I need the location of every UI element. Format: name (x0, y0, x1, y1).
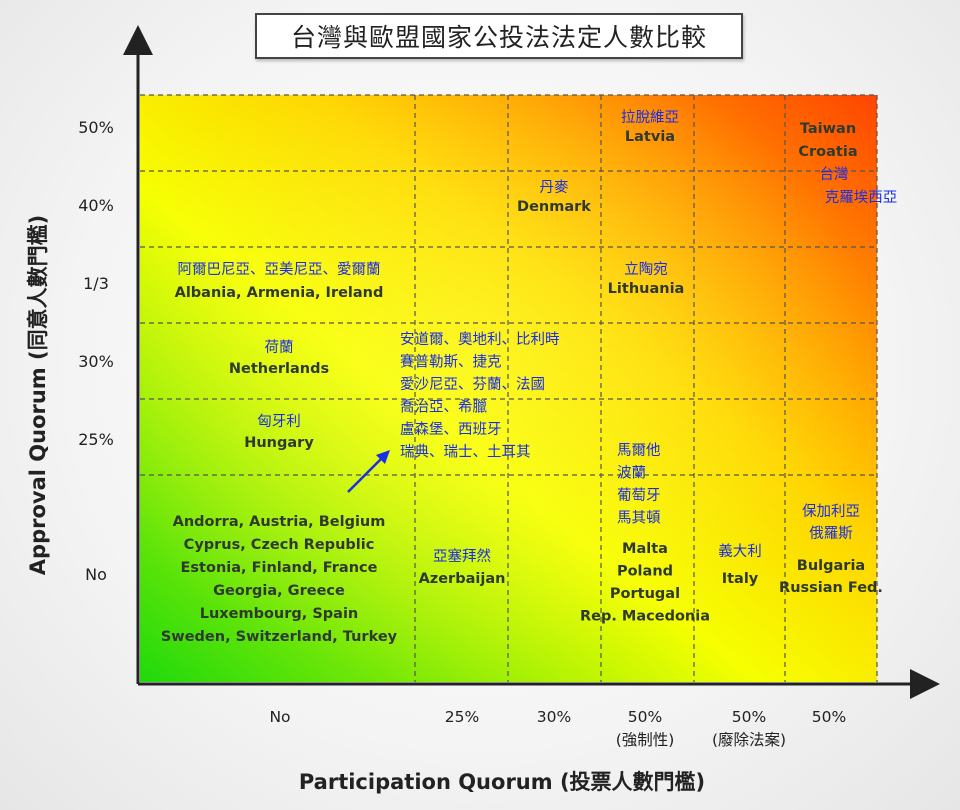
country-label: Hungary (244, 435, 314, 451)
x-tick-label: 50% (628, 708, 662, 726)
x-tick-sublabel: (強制性) (616, 731, 675, 749)
x-tick-label: 50% (812, 708, 846, 726)
group-pointer-arrow-head (376, 450, 390, 464)
x-tick-sublabel: (廢除法案) (712, 730, 786, 749)
country-label: 瑞典、瑞士、土耳其 (400, 444, 531, 461)
x-tick-label: 30% (537, 708, 571, 726)
country-label: Italy (722, 571, 759, 587)
x-axis-title: Participation Quorum (投票人數門檻) (299, 770, 705, 794)
country-label: 盧森堡、西班牙 (400, 421, 502, 438)
country-label: Cyprus, Czech Republic (184, 537, 375, 553)
x-tick-labels: No 25% 30% 50% (強制性) 50% (廢除法案) 50% (269, 708, 846, 749)
country-label: 俄羅斯 (809, 525, 853, 542)
country-label: Albania, Armenia, Ireland (175, 285, 384, 301)
country-label: Andorra, Austria, Belgium (173, 514, 386, 530)
country-label: 波蘭 (617, 465, 646, 482)
country-label: 台灣 (820, 166, 849, 183)
x-tick-label: 25% (445, 708, 479, 726)
chart-title: 台灣與歐盟國家公投法法定人數比較 (290, 23, 707, 52)
country-label: Latvia (625, 129, 675, 145)
country-label: 丹麥 (540, 179, 569, 196)
y-axis-title: Approval Quorum (同意人數門檻) (26, 215, 50, 575)
country-label: Malta (622, 541, 668, 557)
y-tick-label: 1/3 (83, 274, 109, 293)
country-label: Denmark (517, 199, 591, 215)
country-label: 亞塞拜然 (433, 547, 491, 565)
country-label: 馬其頓 (617, 510, 661, 527)
country-label: 愛沙尼亞、芬蘭、法國 (400, 376, 545, 393)
y-tick-label: No (85, 565, 107, 584)
country-label: 阿爾巴尼亞、亞美尼亞、愛爾蘭 (178, 261, 381, 278)
country-label: 拉脫維亞 (621, 109, 679, 126)
country-label: 喬治亞、希臘 (400, 399, 487, 416)
y-tick-label: 30% (78, 352, 114, 371)
country-label: 葡萄牙 (617, 487, 661, 504)
country-label: Estonia, Finland, France (181, 560, 378, 576)
country-label: Portugal (610, 586, 680, 602)
country-label: Azerbaijan (419, 571, 506, 587)
y-tick-label: 50% (78, 118, 114, 137)
x-tick-label: 50% (732, 708, 766, 726)
country-label: Lithuania (608, 281, 685, 297)
country-label: 賽普勒斯、捷克 (400, 354, 502, 371)
y-tick-labels: 50% 40% 1/3 30% 25% No (78, 118, 114, 584)
country-label: Poland (617, 564, 673, 580)
country-label: Russian Fed. (779, 580, 883, 596)
country-label: 安道爾、奧地利、比利時 (400, 331, 560, 348)
country-label: 荷蘭 (265, 339, 294, 356)
country-label: 立陶宛 (624, 261, 668, 278)
country-label: Bulgaria (797, 558, 865, 574)
country-label: 馬爾他 (617, 442, 661, 459)
country-label: 克羅埃西亞 (825, 189, 898, 206)
chart-title-box: 台灣與歐盟國家公投法法定人數比較 (255, 13, 743, 59)
country-label: Croatia (798, 144, 857, 160)
group-pointer-arrow (347, 457, 383, 493)
country-label: Netherlands (229, 361, 329, 377)
country-label: 匈牙利 (257, 413, 301, 430)
country-label: Luxembourg, Spain (200, 606, 359, 622)
country-label: 義大利 (718, 543, 762, 560)
country-label: Taiwan (800, 121, 856, 137)
y-tick-label: 40% (78, 196, 114, 215)
country-label: Georgia, Greece (213, 583, 345, 599)
grid-lines (140, 94, 878, 682)
country-label: 保加利亞 (802, 503, 860, 520)
country-label: Rep. Macedonia (580, 609, 710, 625)
x-tick-label: No (269, 708, 290, 726)
y-tick-label: 25% (78, 430, 114, 449)
country-label: Sweden, Switzerland, Turkey (161, 629, 398, 645)
